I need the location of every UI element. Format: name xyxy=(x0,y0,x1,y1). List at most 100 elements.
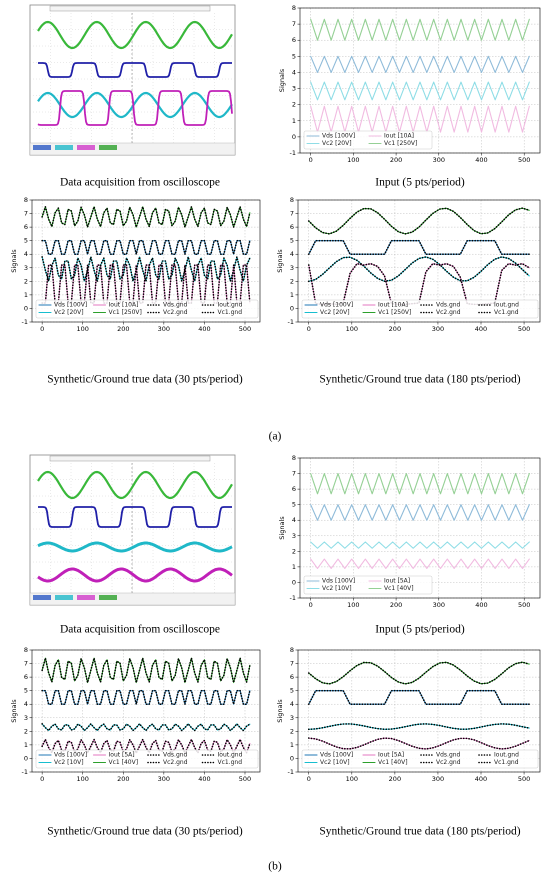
x-tick-label: 100 xyxy=(77,325,89,333)
scope-channel-chip xyxy=(77,145,95,150)
scope-channel-chip xyxy=(99,145,117,150)
x-tick-label: 300 xyxy=(432,775,444,783)
y-axis-label: Signals xyxy=(276,249,284,273)
x-tick-label: 500 xyxy=(518,601,530,609)
y-tick-label: 7 xyxy=(292,20,296,28)
scope-timebar xyxy=(49,5,211,12)
scope-channel-chip xyxy=(33,145,51,150)
y-tick-label: 3 xyxy=(290,714,294,722)
y-tick-label: 5 xyxy=(292,501,296,509)
legend-box xyxy=(303,130,433,150)
caption: Input (5 pts/period) xyxy=(375,624,465,636)
oscilloscope-screen xyxy=(29,4,236,156)
oscilloscope-screen xyxy=(29,454,236,606)
legend-label: Vds [100V] xyxy=(320,302,353,309)
y-tick-label: 1 xyxy=(290,741,294,749)
x-tick-label: 500 xyxy=(518,325,530,333)
y-tick-label: 6 xyxy=(292,36,296,44)
line-series xyxy=(307,239,531,256)
caption: Data acquisition from oscilloscope xyxy=(60,624,220,636)
y-tick-label: 7 xyxy=(290,210,294,218)
y-tick-label: -1 xyxy=(290,149,296,157)
plot-area xyxy=(300,458,540,598)
caption: Synthetic/Ground true data (30 pts/perio… xyxy=(47,826,243,838)
x-tick-label: 200 xyxy=(390,156,402,164)
legend-label: Vc1 [40V] xyxy=(378,759,408,766)
legend-label: Vds.gnd xyxy=(163,302,188,309)
x-tick-label: 0 xyxy=(309,601,313,609)
legend-label: Vc2 [10V] xyxy=(320,759,350,766)
y-tick-label: 3 xyxy=(292,532,296,540)
x-tick-label: 100 xyxy=(77,775,89,783)
y-tick-label: 6 xyxy=(24,673,28,681)
x-tick-label: 300 xyxy=(158,325,170,333)
legend-label: Iout.gnd xyxy=(218,752,243,759)
legend-label: Iout.gnd xyxy=(494,752,519,759)
axes-frame xyxy=(297,199,541,323)
chart: -1 0 1 2 3 4 5 6 7 8 0 100 200 300 400 500 Signals Vds [1… xyxy=(276,196,541,386)
legend-label: Iout [10A] xyxy=(384,133,414,140)
legend-label: Vds.gnd xyxy=(436,752,461,759)
legend-label: Iout.gnd xyxy=(494,302,519,309)
x-tick-label: 500 xyxy=(518,775,530,783)
chart: -1 0 1 2 3 4 5 6 7 8 0 100 200 300 400 500 Signals Vds [1… xyxy=(10,196,261,386)
x-tick-label: 0 xyxy=(307,325,311,333)
y-tick-label: 3 xyxy=(292,85,296,93)
x-tick-label: 300 xyxy=(433,601,445,609)
legend-label: Vc2.gnd xyxy=(436,309,461,316)
x-tick-label: 400 xyxy=(475,601,487,609)
y-tick-label: 1 xyxy=(292,117,296,125)
line-series xyxy=(307,207,531,235)
y-tick-label: 4 xyxy=(292,516,296,524)
y-axis-label: Signals xyxy=(276,699,284,723)
axes-frame xyxy=(299,457,541,599)
legend-label: Vc1 [40V] xyxy=(109,759,139,766)
scope-channel-chip xyxy=(55,145,73,150)
y-tick-label: 3 xyxy=(290,264,294,272)
y-tick-label: 0 xyxy=(292,133,296,141)
line-series xyxy=(41,239,251,256)
line-series xyxy=(41,657,251,684)
y-tick-label: -1 xyxy=(22,768,28,776)
x-tick-label: 200 xyxy=(390,601,402,609)
line-series xyxy=(307,737,531,750)
legend-label: Vc2.gnd xyxy=(163,309,188,316)
legend-label: Vc2.gnd xyxy=(436,759,461,766)
line-series xyxy=(307,661,531,685)
line-series xyxy=(310,81,530,101)
y-tick-label: 2 xyxy=(290,727,294,735)
x-tick-label: 100 xyxy=(346,775,358,783)
y-axis-label: Signals xyxy=(278,68,286,92)
y-tick-label: 4 xyxy=(290,250,294,258)
y-tick-label: 0 xyxy=(24,754,28,762)
y-tick-label: 0 xyxy=(290,754,294,762)
scope-channel-chip xyxy=(77,595,95,600)
axes-frame xyxy=(297,649,541,773)
scope-trace xyxy=(38,62,232,78)
y-tick-label: 1 xyxy=(24,291,28,299)
y-tick-label: 6 xyxy=(292,485,296,493)
caption: Synthetic/Ground true data (180 pts/peri… xyxy=(319,826,520,838)
y-tick-label: 2 xyxy=(24,277,28,285)
x-tick-label: 0 xyxy=(40,775,44,783)
y-tick-label: 4 xyxy=(24,250,28,258)
y-tick-label: 1 xyxy=(290,291,294,299)
y-tick-label: 0 xyxy=(290,304,294,312)
line-series xyxy=(41,256,251,282)
y-tick-label: -1 xyxy=(288,768,294,776)
legend-label: Iout [10A] xyxy=(378,302,408,309)
scope-channel-chip xyxy=(99,595,117,600)
line-series xyxy=(310,105,530,133)
panel-label: (a) xyxy=(269,431,282,443)
legend-label: Vds [100V] xyxy=(322,578,355,585)
legend-label: Vc2 [20V] xyxy=(54,309,84,316)
x-tick-label: 0 xyxy=(307,775,311,783)
chart: -1 0 1 2 3 4 5 6 7 8 0 100 200 300 400 500 Signals Vds [1… xyxy=(278,454,541,636)
y-axis-label: Signals xyxy=(10,249,18,273)
y-tick-label: 7 xyxy=(290,660,294,668)
legend-label: Vc2 [20V] xyxy=(320,309,350,316)
y-tick-label: 6 xyxy=(290,223,294,231)
legend-label: Vc1.gnd xyxy=(218,309,243,316)
y-tick-label: 2 xyxy=(24,727,28,735)
legend-label: Vds [100V] xyxy=(54,302,87,309)
